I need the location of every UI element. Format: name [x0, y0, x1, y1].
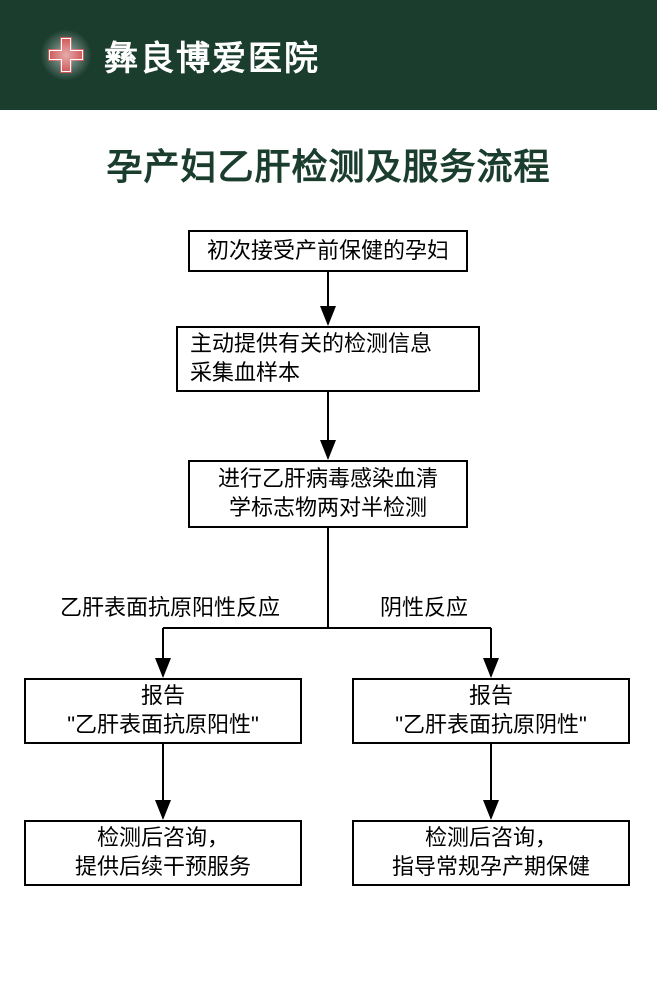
arrow-n1-n2	[0, 190, 657, 990]
hospital-name: 彝良博爱医院	[104, 31, 320, 80]
hospital-cross-icon	[40, 29, 92, 81]
flowchart-container: 初次接受产前保健的孕妇 主动提供有关的检测信息 采集血样本 进行乙肝病毒感染血清…	[0, 190, 657, 990]
header-bar: 彝良博爱医院	[0, 0, 657, 110]
page-title: 孕产妇乙肝检测及服务流程	[0, 138, 657, 190]
